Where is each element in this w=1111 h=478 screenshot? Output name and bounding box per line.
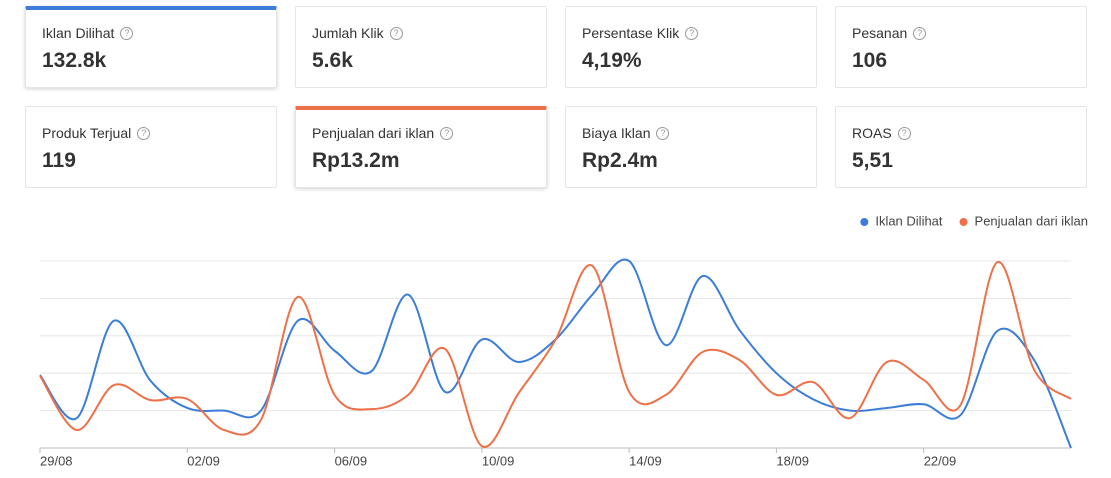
metric-label: Jumlah Klik? — [312, 25, 403, 41]
metric-label: Pesanan? — [852, 25, 927, 41]
metric-value: Rp13.2m — [312, 149, 400, 172]
x-tick-label: 02/09 — [187, 453, 220, 468]
metric-label: Biaya Iklan? — [582, 125, 670, 141]
x-tick-label: 06/09 — [335, 453, 368, 468]
metric-label: Produk Terjual? — [42, 125, 151, 141]
metric-value: 119 — [42, 149, 76, 172]
legend-label: Penjualan dari iklan — [975, 213, 1088, 228]
metric-label-text: Jumlah Klik — [312, 25, 384, 41]
metric-card[interactable]: Persentase Klik? 4,19% — [565, 6, 817, 88]
metric-value: 4,19% — [582, 49, 642, 72]
metric-card[interactable]: Iklan Dilihat? 132.8k — [25, 6, 277, 88]
metric-label: ROAS? — [852, 125, 911, 141]
metric-value: 5,51 — [852, 149, 893, 172]
metric-value: 106 — [852, 49, 888, 72]
metric-label-text: Pesanan — [852, 25, 908, 41]
help-icon[interactable]: ? — [120, 26, 134, 40]
help-icon[interactable]: ? — [137, 126, 151, 140]
metric-label: Penjualan dari iklan? — [312, 125, 454, 141]
chart: 29/08 02/09 06/09 10/09 14/09 18/09 22/09 Penju… — [39, 213, 1088, 468]
metric-card[interactable]: Produk Terjual? 119 — [25, 106, 277, 188]
series-line — [39, 261, 1072, 448]
metric-label-text: ROAS — [852, 125, 892, 141]
metric-label-text: Penjualan dari iklan — [312, 125, 435, 141]
x-tick-label: 22/09 — [924, 453, 957, 468]
legend-label: Iklan Dilihat — [875, 213, 943, 228]
metric-label-text: Iklan Dilihat — [42, 25, 115, 41]
metric-card[interactable]: ROAS? 5,51 — [835, 106, 1087, 188]
x-tick-label: 29/08 — [40, 453, 73, 468]
legend-dot — [959, 218, 968, 226]
metric-label-text: Persentase Klik — [582, 25, 680, 41]
metric-label: Iklan Dilihat? — [42, 25, 134, 41]
x-tick-label: 18/09 — [776, 453, 809, 468]
help-icon[interactable]: ? — [685, 26, 699, 40]
series-line — [39, 258, 1072, 449]
metric-value: 5.6k — [312, 49, 353, 72]
metric-card[interactable]: Penjualan dari iklan? Rp13.2m — [295, 106, 547, 188]
help-icon[interactable]: ? — [913, 26, 927, 40]
metric-label-text: Produk Terjual — [42, 125, 132, 141]
metric-card[interactable]: Biaya Iklan? Rp2.4m — [565, 106, 817, 188]
metric-value: 132.8k — [42, 49, 107, 72]
x-tick-label: 10/09 — [482, 453, 515, 468]
metric-card[interactable]: Pesanan? 106 — [835, 6, 1087, 88]
metric-label-text: Biaya Iklan — [582, 125, 651, 141]
help-icon[interactable]: ? — [389, 26, 403, 40]
help-icon[interactable]: ? — [656, 126, 670, 140]
x-tick-label: 14/09 — [629, 453, 662, 468]
metric-card[interactable]: Jumlah Klik? 5.6k — [295, 6, 547, 88]
help-icon[interactable]: ? — [897, 126, 911, 140]
legend-dot — [860, 218, 869, 226]
metric-label: Persentase Klik? — [582, 25, 699, 41]
help-icon[interactable]: ? — [440, 126, 454, 140]
metric-value: Rp2.4m — [582, 149, 658, 172]
